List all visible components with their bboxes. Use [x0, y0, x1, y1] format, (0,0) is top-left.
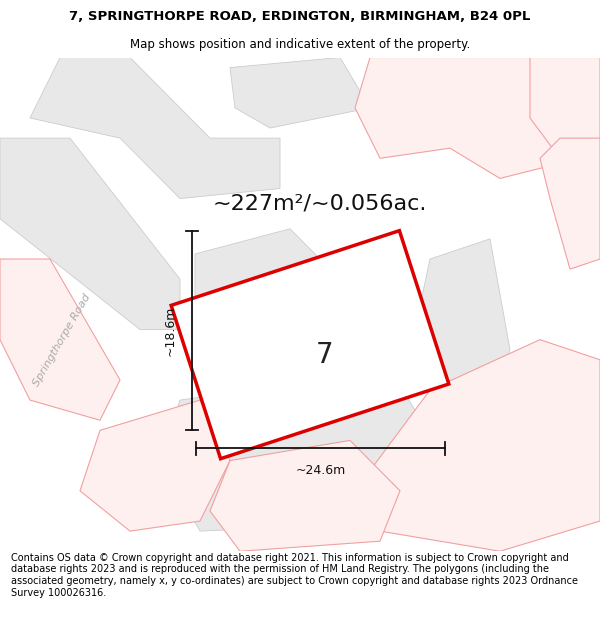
- Polygon shape: [195, 229, 340, 360]
- Polygon shape: [30, 58, 280, 199]
- Polygon shape: [540, 138, 600, 269]
- Text: 7: 7: [316, 341, 334, 369]
- Text: ~18.6m: ~18.6m: [163, 306, 176, 356]
- Text: ~227m²/~0.056ac.: ~227m²/~0.056ac.: [213, 194, 427, 214]
- Text: ~24.6m: ~24.6m: [295, 464, 346, 477]
- Polygon shape: [230, 58, 370, 128]
- Text: Contains OS data © Crown copyright and database right 2021. This information is : Contains OS data © Crown copyright and d…: [11, 552, 578, 598]
- Polygon shape: [355, 58, 580, 178]
- Polygon shape: [160, 370, 440, 531]
- Polygon shape: [415, 239, 510, 400]
- Polygon shape: [80, 400, 230, 531]
- Polygon shape: [210, 441, 400, 551]
- Polygon shape: [0, 259, 120, 420]
- Polygon shape: [530, 58, 600, 158]
- Text: Map shows position and indicative extent of the property.: Map shows position and indicative extent…: [130, 38, 470, 51]
- Text: Springthorpe Road: Springthorpe Road: [31, 292, 92, 388]
- Polygon shape: [370, 339, 600, 551]
- Text: 7, SPRINGTHORPE ROAD, ERDINGTON, BIRMINGHAM, B24 0PL: 7, SPRINGTHORPE ROAD, ERDINGTON, BIRMING…: [70, 9, 530, 22]
- Polygon shape: [0, 138, 180, 329]
- Polygon shape: [171, 231, 449, 459]
